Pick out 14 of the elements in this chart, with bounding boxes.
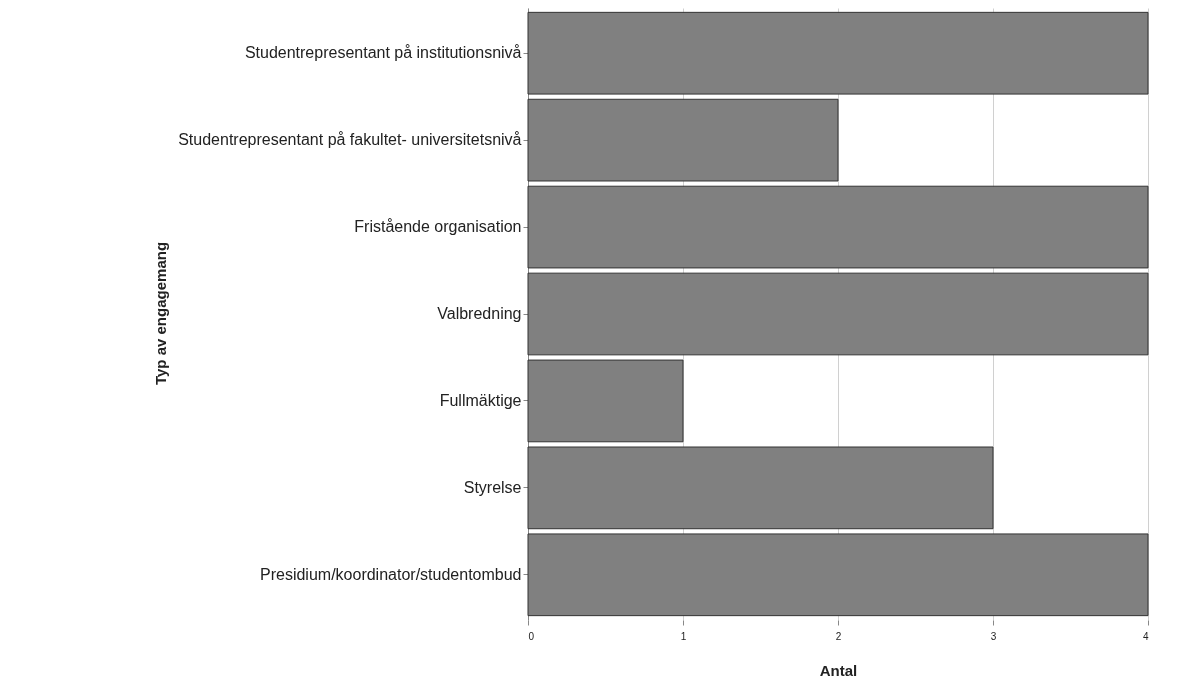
y-tick-label: Studentrepresentant på institutionsnivå <box>244 44 522 62</box>
y-tick-label: Studentrepresentant på fakultet- universitetsnivå <box>178 131 522 149</box>
x-tick-label: 4 <box>1142 630 1149 642</box>
y-tick-label: Styrelse <box>463 478 522 496</box>
x-axis-title: Antal <box>819 661 858 679</box>
x-tick-label: 3 <box>990 630 997 642</box>
y-tick-label: Fristående organisation <box>354 218 522 236</box>
y-tick-label: Valbredning <box>437 305 522 322</box>
x-tick-label: 0 <box>528 630 535 642</box>
y-tick-label: Presidium/koordinator/studentombud <box>260 565 522 583</box>
x-tick-label: 1 <box>680 630 687 642</box>
y-axis-title: Typ av engagemang <box>151 241 169 386</box>
x-tick-label: 2 <box>835 630 842 642</box>
y-tick-label: Fullmäktige <box>439 391 522 409</box>
